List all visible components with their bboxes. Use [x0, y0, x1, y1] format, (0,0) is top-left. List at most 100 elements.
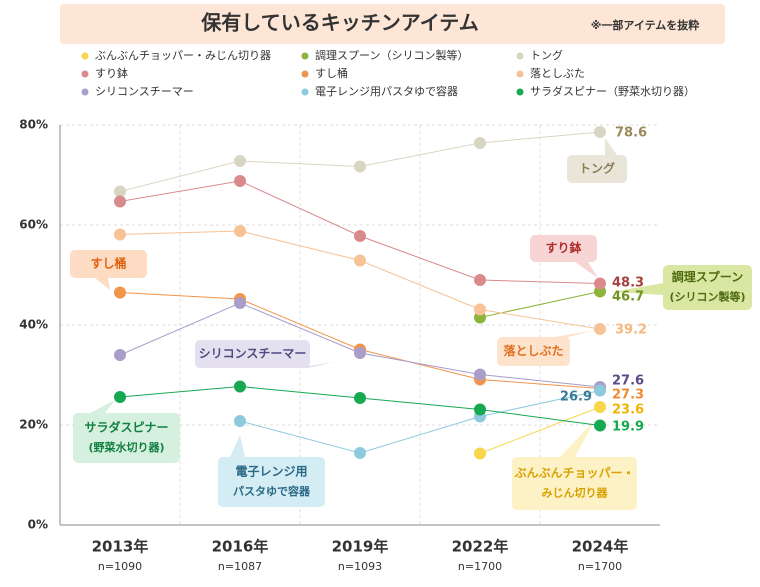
- callout-label: トング: [579, 161, 615, 176]
- data-point: [354, 160, 366, 173]
- callout-tail: [575, 262, 598, 278]
- data-point: [114, 286, 126, 299]
- legend-label: 調理スプーン（シリコン製等）: [315, 48, 468, 62]
- data-point: [474, 368, 486, 381]
- series-line: [239, 390, 601, 454]
- data-point: [354, 447, 366, 459]
- data-label: 48.3: [612, 276, 644, 291]
- data-label: 23.6: [612, 403, 644, 418]
- callout-box: [530, 235, 597, 262]
- y-tick-label: 20%: [19, 418, 48, 432]
- legend-label: 電子レンジ用パスタゆで容器: [315, 84, 458, 98]
- callout-box: [663, 265, 752, 310]
- chart-title: 保有しているキッチンアイテム: [200, 11, 478, 35]
- data-point: [474, 274, 486, 286]
- data-point: [594, 277, 606, 290]
- data-label: 27.3: [612, 388, 644, 403]
- x-tick-label: 2016年: [212, 538, 269, 556]
- data-point: [234, 175, 246, 187]
- callout-box: [567, 155, 627, 183]
- legend-marker: [81, 70, 89, 78]
- callout-label: サラダスピナー: [84, 420, 168, 435]
- x-tick-note: n=1700: [578, 560, 622, 573]
- callout-box: [73, 413, 180, 463]
- callout-tail: [90, 400, 115, 413]
- data-label: 27.6: [612, 374, 644, 389]
- data-point: [114, 228, 126, 241]
- data-point: [234, 297, 246, 309]
- data-point: [594, 401, 606, 413]
- data-point: [474, 303, 486, 316]
- data-point: [474, 447, 486, 460]
- callout-label: 落としぶた: [503, 343, 563, 358]
- legend-label: 落としぶた: [530, 67, 585, 80]
- data-point: [234, 225, 246, 237]
- callout-label: すり鉢: [545, 240, 582, 255]
- chart-note: ※一部アイテムを抜粋: [591, 18, 700, 32]
- data-point: [354, 392, 366, 404]
- data-point: [114, 185, 126, 198]
- data-point: [354, 347, 366, 359]
- callout-box: [218, 457, 325, 507]
- callout-box: [195, 340, 310, 368]
- y-tick-label: 40%: [19, 318, 48, 332]
- legend-label: すり鉢: [95, 66, 128, 80]
- legend-label: すし桶: [315, 66, 348, 80]
- callout-tail: [95, 278, 110, 290]
- data-point: [234, 155, 246, 167]
- data-point: [234, 415, 246, 427]
- callout-box: [512, 457, 637, 510]
- x-tick-note: n=1093: [338, 560, 382, 573]
- callout-label: (野菜水切り器): [88, 440, 164, 454]
- data-point: [114, 349, 126, 361]
- callout-tail: [560, 420, 595, 457]
- data-label: 39.2: [615, 323, 647, 338]
- data-point: [114, 391, 126, 403]
- callout-box: [70, 250, 147, 278]
- callout-tail: [230, 435, 245, 457]
- x-tick-note: n=1090: [98, 560, 142, 573]
- legend-label: ぶんぶんチョッパー・みじん切り器: [95, 49, 271, 62]
- legend-label: サラダスピナー（野菜水切り器）: [530, 84, 695, 98]
- data-label: 19.9: [612, 420, 644, 435]
- data-point: [354, 254, 366, 267]
- legend-marker: [516, 88, 524, 96]
- legend-marker: [301, 52, 309, 60]
- data-point: [354, 230, 366, 242]
- data-point: [474, 403, 486, 416]
- callout-tail: [555, 330, 595, 337]
- data-point: [234, 380, 246, 393]
- y-tick-label: 60%: [19, 218, 48, 232]
- callout-label: パスタゆで容器: [233, 484, 311, 498]
- y-tick-label: 80%: [19, 118, 48, 132]
- series-line: [479, 406, 601, 454]
- x-tick-note: n=1087: [218, 560, 262, 573]
- data-point: [594, 126, 606, 138]
- callout-tail: [605, 138, 617, 155]
- legend-marker: [301, 70, 309, 78]
- x-tick-label: 2022年: [452, 538, 509, 556]
- x-tick-label: 2019年: [332, 538, 389, 556]
- legend-marker: [516, 52, 524, 60]
- callout-tail: [612, 283, 663, 295]
- callout-label: すし桶: [90, 256, 126, 271]
- data-label: 46.7: [612, 290, 644, 305]
- legend-marker: [81, 52, 89, 60]
- legend-label: トング: [530, 48, 563, 62]
- legend-marker: [81, 88, 89, 96]
- data-point: [594, 419, 606, 432]
- callout-label: みじん切り器: [542, 487, 609, 500]
- data-label: 26.9: [560, 390, 592, 405]
- callout-label: (シリコン製等): [669, 290, 745, 304]
- x-tick-label: 2024年: [572, 538, 629, 556]
- data-label: 78.6: [615, 126, 647, 141]
- callout-label: ぶんぶんチョッパー・: [513, 466, 634, 480]
- x-tick-label: 2013年: [92, 538, 149, 556]
- callout-label: 調理スプーン: [672, 269, 743, 284]
- callout-label: 電子レンジ用: [235, 465, 307, 479]
- callout-label: シリコンスチーマー: [199, 347, 307, 361]
- data-point: [114, 195, 126, 208]
- legend-marker: [301, 88, 309, 96]
